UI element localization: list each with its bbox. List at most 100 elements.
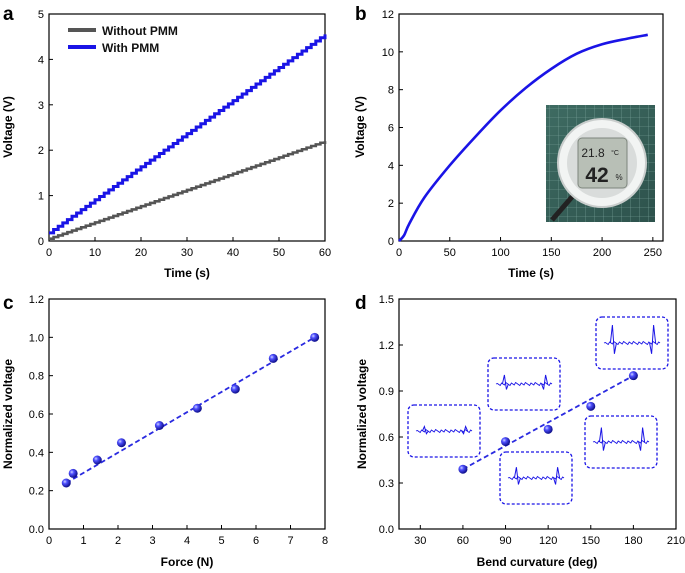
y-tick-label: 2 — [388, 198, 394, 210]
panel-b-xlabel: Time (s) — [508, 266, 554, 280]
inset-box-signal-180 — [595, 316, 669, 370]
data-point — [61, 478, 71, 488]
panel-a-ylabel: Voltage (V) — [1, 96, 15, 158]
data-point — [501, 437, 511, 447]
panel-b-ylabel: Voltage (V) — [353, 96, 367, 158]
legend-label-without-pmm: Without PMM — [102, 24, 178, 38]
hygrometer-lcd — [577, 137, 628, 189]
hygrometer-photo-inset: 21.8 °C 42 % — [546, 105, 655, 222]
x-tick-label: 3 — [149, 535, 155, 547]
x-tick-label: 90 — [499, 535, 511, 547]
panel-c-xlabel: Force (N) — [161, 555, 214, 569]
data-point — [268, 353, 278, 363]
panel-a-axis-ticks: 0 10 20 30 40 50 60 0 1 2 3 4 5 — [38, 9, 331, 259]
x-tick-label: 180 — [624, 535, 642, 547]
x-tick-label: 150 — [582, 535, 600, 547]
y-tick-label: 8 — [388, 85, 394, 97]
x-tick-label: 210 — [667, 535, 685, 547]
series-line-charging — [398, 33, 649, 242]
inset-box-signal-120 — [499, 451, 573, 505]
x-tick-label: 0 — [396, 247, 402, 259]
panel-b-series — [398, 33, 649, 242]
x-tick-label: 100 — [491, 247, 509, 259]
x-tick-label: 0 — [46, 535, 52, 547]
x-tick-label: 7 — [287, 535, 293, 547]
hygrometer-temperature-unit: °C — [611, 149, 619, 157]
x-tick-label: 5 — [218, 535, 224, 547]
y-tick-label: 12 — [382, 9, 394, 21]
x-tick-label: 30 — [181, 247, 193, 259]
panel-c-ylabel: Normalized voltage — [1, 359, 15, 469]
x-tick-label: 8 — [322, 535, 328, 547]
x-tick-label: 2 — [115, 535, 121, 547]
data-point — [92, 455, 102, 465]
data-point — [116, 438, 126, 448]
y-tick-label: 10 — [382, 47, 394, 59]
x-tick-label: 200 — [593, 247, 611, 259]
data-point — [310, 332, 320, 342]
y-tick-label: 4 — [38, 54, 44, 66]
data-point — [192, 403, 202, 413]
y-tick-label: 0.9 — [379, 386, 394, 398]
x-tick-label: 1 — [80, 535, 86, 547]
panel-d-axis-ticks: 30 60 90 120 150 180 210 0.0 0.3 0.6 0.9 1.2 1.5 — [379, 294, 685, 547]
series-line-without-pmm — [49, 141, 327, 241]
panel-b-axis-ticks: 0 50 100 150 200 250 0 2 4 6 8 10 12 — [382, 9, 662, 259]
inset-box-signal-90 — [487, 357, 561, 411]
y-tick-label: 4 — [388, 160, 394, 172]
y-tick-label: 0.6 — [379, 432, 394, 444]
x-tick-label: 6 — [253, 535, 259, 547]
panel-c-label: c — [3, 293, 14, 314]
panel-d-ylabel: Normalized voltage — [355, 359, 369, 469]
x-tick-label: 40 — [227, 247, 239, 259]
y-tick-label: 5 — [38, 9, 44, 21]
y-tick-label: 3 — [38, 100, 44, 112]
x-tick-label: 50 — [273, 247, 285, 259]
legend-label-with-pmm: With PMM — [102, 41, 159, 55]
y-tick-label: 0.3 — [379, 478, 394, 490]
inset-signal-spikes — [609, 324, 657, 354]
panel-a-xlabel: Time (s) — [164, 266, 210, 280]
data-point — [586, 401, 596, 411]
panel-a-legend: Without PMM With PMM — [68, 24, 178, 55]
y-tick-label: 6 — [388, 123, 394, 135]
panel-d-frame — [398, 298, 677, 530]
y-tick-label: 2 — [38, 145, 44, 157]
x-tick-label: 60 — [319, 247, 331, 259]
y-tick-label: 0.8 — [29, 371, 44, 383]
x-tick-label: 30 — [414, 535, 426, 547]
hygrometer-humidity: 42 — [585, 164, 608, 187]
y-tick-label: 1.0 — [29, 332, 44, 344]
y-tick-label: 0.2 — [29, 486, 44, 498]
panel-c-series — [61, 332, 320, 488]
series-line-with-pmm — [49, 34, 327, 235]
x-tick-label: 120 — [539, 535, 557, 547]
x-tick-label: 150 — [542, 247, 560, 259]
fit-line — [462, 374, 634, 470]
inset-signal-spikes — [421, 425, 469, 435]
panel-c-frame — [48, 298, 326, 530]
x-tick-label: 10 — [89, 247, 101, 259]
inset-signal-spikes — [501, 374, 549, 390]
x-tick-label: 0 — [46, 247, 52, 259]
data-point — [230, 384, 240, 394]
inset-box-signal-150 — [584, 415, 658, 469]
inset-box-signal-60 — [407, 404, 481, 458]
data-point — [68, 468, 78, 478]
panel-d-signal-insets — [407, 316, 669, 505]
y-tick-label: 1.5 — [379, 294, 394, 306]
panel-a-series — [49, 34, 327, 241]
panel-d-xlabel: Bend curvature (deg) — [477, 555, 598, 569]
panel-d: d 30 60 90 120 150 180 210 0.0 0.3 0.6 0.9 1.2 1.5 B… — [355, 293, 685, 569]
y-tick-label: 1 — [38, 191, 44, 203]
hygrometer-temperature: 21.8 — [581, 146, 605, 160]
panel-c-axis-ticks: 0 1 2 3 4 5 6 7 8 0.0 0.2 0.4 0.6 0.8 1.0 1.2 — [29, 294, 328, 547]
data-point — [458, 464, 468, 474]
panel-b-label: b — [355, 4, 367, 25]
x-tick-label: 250 — [644, 247, 662, 259]
data-point — [154, 421, 164, 430]
panel-c: c 0 1 2 3 4 5 6 7 8 0.0 0.2 0.4 0.6 0.8 1.0 1.2 Force (… — [1, 293, 328, 569]
data-point — [628, 371, 638, 381]
